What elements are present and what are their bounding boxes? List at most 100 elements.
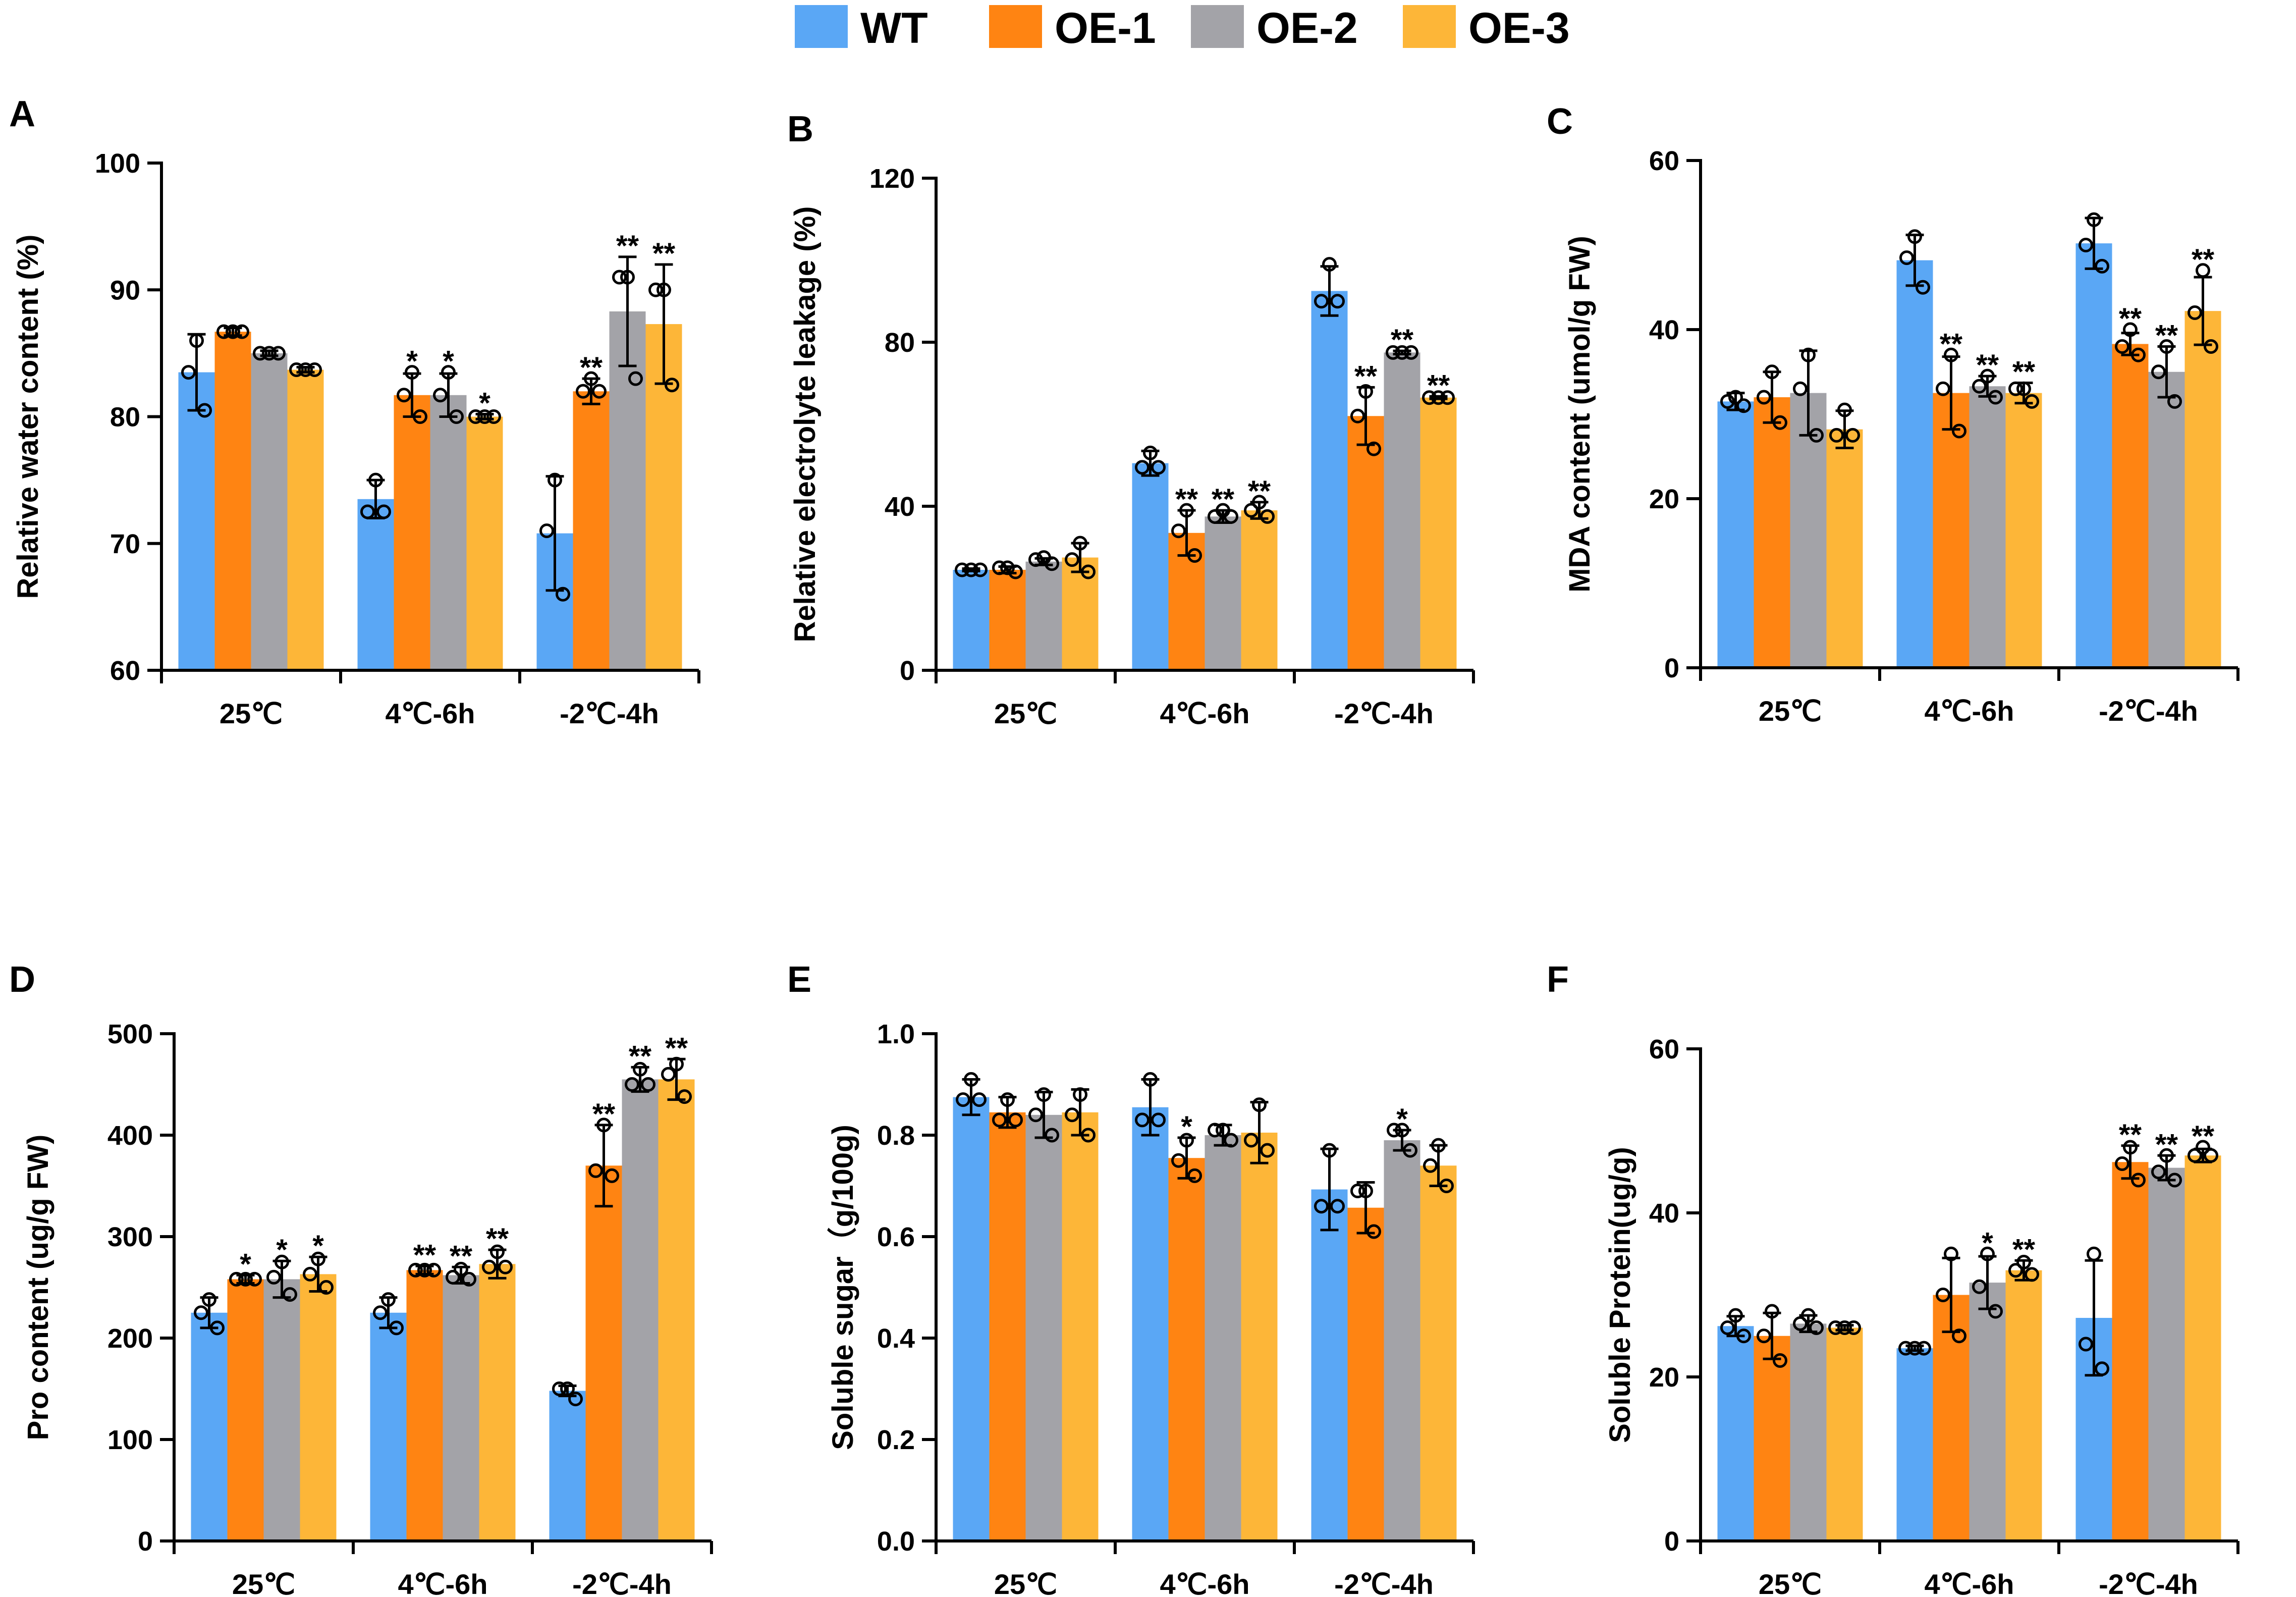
x-tick-label: -2℃-4h	[2099, 695, 2198, 727]
y-axis-title: Relative water content (%)	[12, 235, 44, 599]
data-point	[964, 1072, 978, 1087]
legend-label: OE-3	[1468, 4, 1570, 52]
y-tick-label: 40	[885, 492, 915, 522]
data-point	[1944, 1246, 1958, 1261]
bar-oe-2-2	[1969, 1283, 2006, 1541]
data-point	[189, 333, 204, 348]
data-point	[1314, 1199, 1329, 1214]
data-point	[1809, 428, 1824, 443]
data-point	[1773, 1353, 1787, 1368]
data-point	[368, 472, 383, 488]
x-tick-label: -2℃-4h	[2099, 1568, 2198, 1597]
legend-item-wt: WT	[795, 4, 928, 52]
bar-oe-1-1	[1754, 1336, 1790, 1541]
data-point	[1008, 564, 1023, 579]
data-point	[1988, 390, 2003, 405]
data-point	[226, 324, 240, 339]
data-point	[2115, 1156, 2129, 1171]
panel-letter: D	[9, 960, 35, 1000]
data-point	[2196, 1140, 2210, 1155]
bar-wt-2	[370, 1312, 407, 1541]
legend-item-oe-3: OE-3	[1403, 4, 1570, 52]
data-point	[1423, 1158, 1438, 1173]
data-point	[1151, 1112, 1166, 1128]
y-tick-label: 0.4	[877, 1323, 915, 1354]
significance-label: **	[413, 1239, 436, 1271]
y-tick-label: 20	[1649, 484, 1679, 514]
data-point	[2079, 238, 2093, 252]
data-point	[2095, 258, 2109, 274]
bar-oe-3-2	[1241, 1132, 1278, 1541]
legend-label: WT	[860, 4, 928, 52]
panel-letter: B	[787, 109, 813, 149]
data-point	[1793, 1316, 1808, 1331]
significance-label: *	[479, 387, 490, 419]
data-point	[1899, 250, 1914, 265]
data-point	[1757, 1328, 1771, 1344]
data-point	[1988, 1304, 2003, 1319]
data-point	[303, 1266, 317, 1282]
bar-oe-3-1	[300, 1274, 337, 1541]
bar-oe-2-1	[251, 353, 288, 670]
data-point	[311, 1251, 325, 1266]
bar-oe-1-1	[227, 1279, 264, 1541]
data-point	[584, 371, 598, 386]
data-point	[389, 1320, 404, 1336]
significance-label: **	[629, 1040, 652, 1073]
data-point	[216, 324, 231, 339]
bar-wt-1	[953, 1097, 990, 1541]
data-point	[625, 1077, 639, 1092]
panel-letter: C	[1547, 101, 1573, 142]
data-point	[1143, 1072, 1158, 1087]
data-point	[376, 504, 391, 519]
data-point	[1765, 1304, 1779, 1319]
data-point	[992, 560, 1007, 575]
bar-oe-1-1	[214, 332, 251, 670]
data-point	[665, 378, 679, 393]
significance-label: *	[1181, 1110, 1192, 1143]
data-point	[1386, 345, 1400, 360]
y-tick-label: 0	[1664, 653, 1679, 683]
data-point	[1135, 1112, 1150, 1128]
data-point	[1972, 379, 1987, 394]
bar-oe-1-3	[1347, 416, 1384, 670]
data-point	[1244, 1133, 1259, 1148]
data-point	[2196, 263, 2210, 278]
y-tick-label: 0.8	[877, 1121, 915, 1151]
significance-label: **	[665, 1032, 688, 1064]
data-point	[1845, 428, 1860, 443]
y-axis-title: Soluble sugar（g/100g)	[827, 1125, 859, 1450]
data-point	[271, 346, 286, 361]
data-point	[1187, 1168, 1202, 1183]
data-point	[1773, 415, 1787, 430]
y-tick-label: 500	[107, 1019, 153, 1049]
data-point	[1846, 1320, 1861, 1335]
data-point	[181, 365, 196, 380]
data-point	[289, 362, 304, 378]
data-point	[262, 346, 277, 361]
bar-wt-1	[953, 569, 990, 670]
data-point	[1260, 1143, 1275, 1158]
data-point	[197, 403, 212, 418]
y-tick-label: 80	[110, 402, 140, 433]
data-point	[283, 1287, 297, 1302]
data-point	[2204, 339, 2218, 354]
x-tick-label: -2℃-4h	[1334, 698, 1434, 729]
data-point	[1728, 1308, 1743, 1323]
data-point	[1829, 428, 1844, 443]
bar-oe-2-2	[1205, 1135, 1241, 1541]
significance-label: **	[2155, 1128, 2178, 1161]
data-point	[247, 1271, 262, 1287]
data-point	[1757, 390, 1771, 405]
data-point	[2115, 339, 2129, 354]
data-point	[576, 384, 590, 399]
data-point	[1431, 1138, 1446, 1153]
significance-label: **	[450, 1240, 473, 1272]
data-point	[1252, 495, 1267, 510]
bar-oe-3-2	[2005, 1270, 2042, 1541]
data-point	[1809, 1320, 1824, 1335]
data-point	[1980, 1246, 1995, 1261]
data-point	[2095, 1361, 2109, 1376]
y-tick-label: 0.6	[877, 1222, 915, 1252]
x-tick-label: 4℃-6h	[1160, 698, 1249, 729]
